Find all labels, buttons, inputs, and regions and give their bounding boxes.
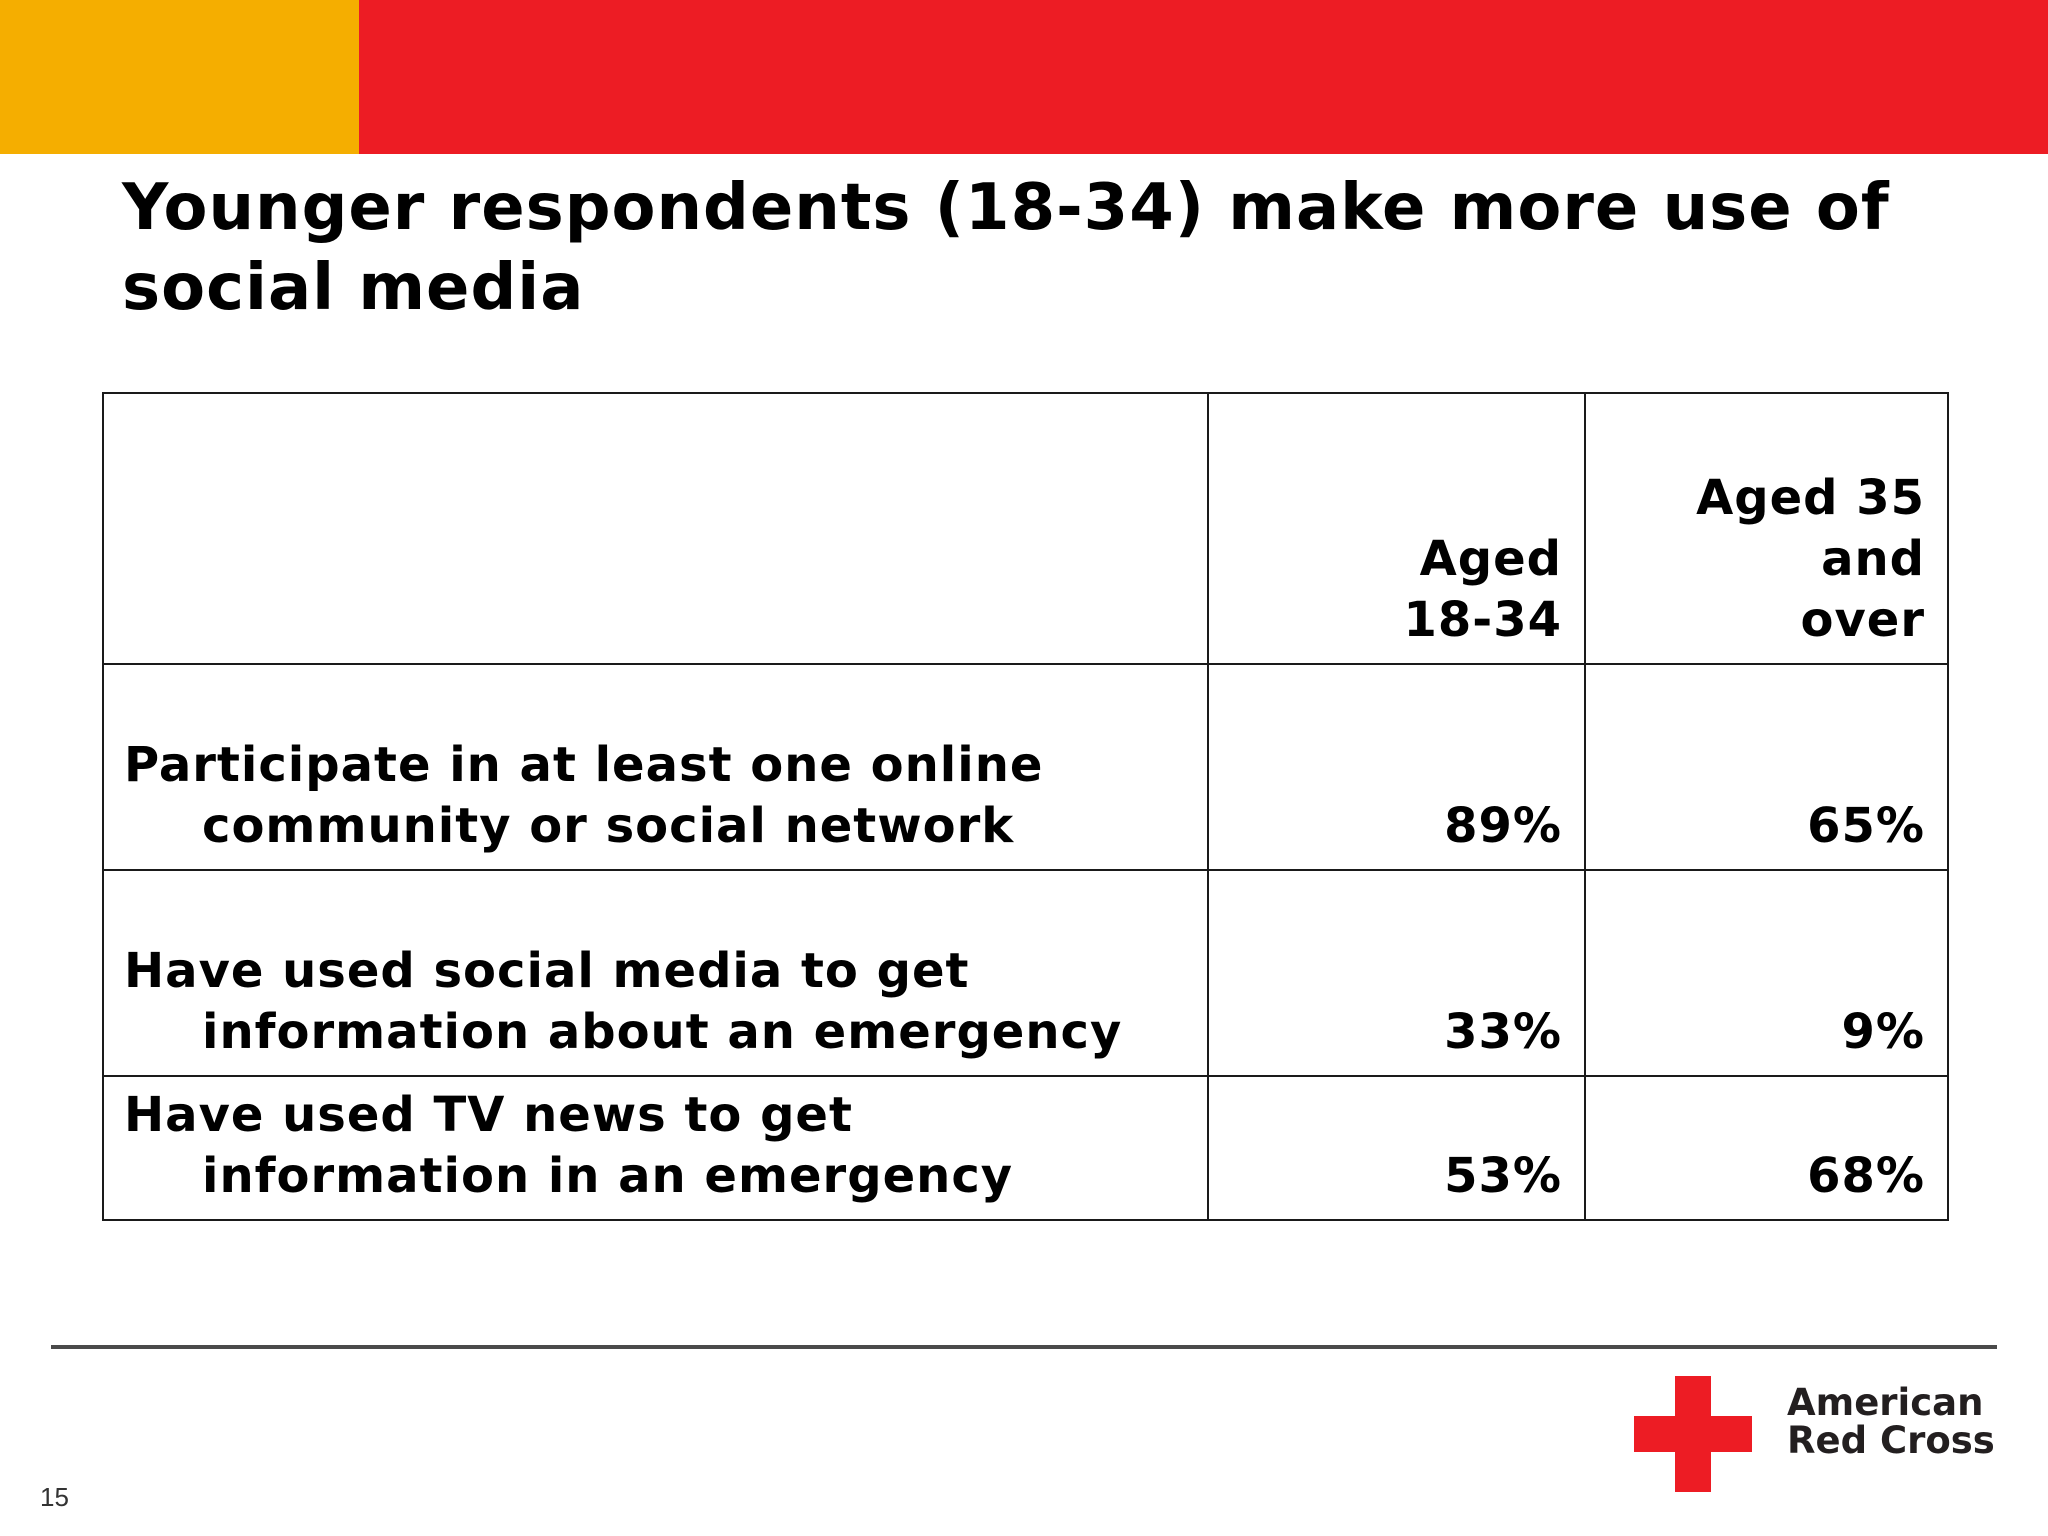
row-label-line: information in an emergency: [202, 1148, 1014, 1204]
row-label-line: community or social network: [202, 798, 1015, 854]
logo-wordmark: American Red Cross: [1787, 1384, 1995, 1460]
footer-divider: [51, 1345, 1997, 1349]
value-aged-18-34: 89%: [1207, 663, 1586, 871]
row-label: Have used TV news to get information in …: [102, 1075, 1209, 1221]
value-aged-18-34: 33%: [1207, 869, 1586, 1077]
survey-table-container: Aged 18-34 Aged 35 and over Participate …: [102, 392, 1949, 1221]
row-label-line: information about an emergency: [202, 1004, 1123, 1060]
table-header-row: Aged 18-34 Aged 35 and over: [102, 392, 1949, 665]
header-aged-35-over: Aged 35 and over: [1584, 392, 1949, 665]
header-line: over: [1800, 592, 1925, 648]
page-number: 15: [40, 1482, 69, 1512]
row-label-line: Have used social media to get: [124, 943, 970, 999]
value-aged-18-34: 53%: [1207, 1075, 1586, 1221]
header-aged-18-34: Aged 18-34: [1207, 392, 1586, 665]
header-line: and: [1821, 531, 1925, 587]
header-bar-red: [359, 0, 2048, 154]
table-row: Have used TV news to get information in …: [102, 1075, 1949, 1221]
table-row: Have used social media to get informatio…: [102, 869, 1949, 1077]
survey-table: Aged 18-34 Aged 35 and over Participate …: [102, 392, 1949, 1221]
header-line: Aged: [1419, 531, 1562, 587]
value-aged-35-over: 68%: [1584, 1075, 1949, 1221]
value-aged-35-over: 9%: [1584, 869, 1949, 1077]
header-line: 18-34: [1403, 592, 1562, 648]
row-label-line: Participate in at least one online: [124, 737, 1044, 793]
logo-line-1: American: [1787, 1381, 1984, 1424]
logo-line-2: Red Cross: [1787, 1419, 1995, 1462]
row-label: Participate in at least one online commu…: [102, 663, 1209, 871]
table-row: Participate in at least one online commu…: [102, 663, 1949, 871]
header-line: Aged 35: [1696, 470, 1925, 526]
header-bar-gold: [0, 0, 359, 154]
value-aged-35-over: 65%: [1584, 663, 1949, 871]
american-red-cross-logo: American Red Cross: [1634, 1376, 1995, 1496]
row-label: Have used social media to get informatio…: [102, 869, 1209, 1077]
slide-title: Younger respondents (18-34) make more us…: [122, 171, 1890, 325]
row-label-line: Have used TV news to get: [124, 1087, 853, 1143]
header-empty-cell: [102, 392, 1209, 665]
cross-horizontal-bar: [1634, 1416, 1752, 1452]
